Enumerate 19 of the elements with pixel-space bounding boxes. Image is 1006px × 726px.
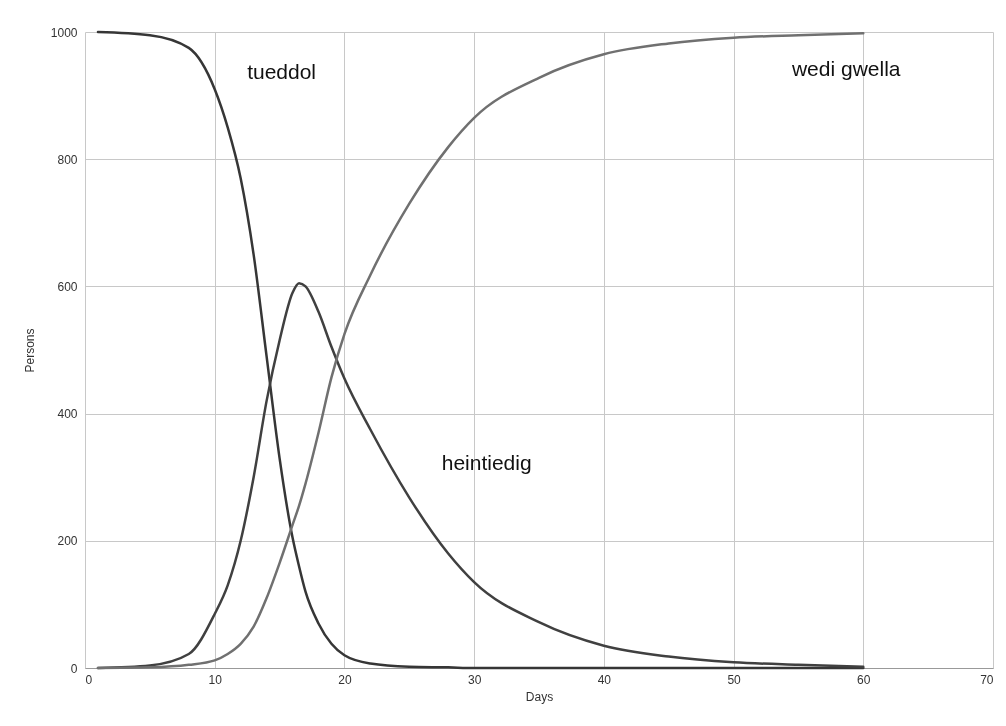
- series-label: wedi gwella: [790, 57, 901, 81]
- x-tick-label: 50: [727, 672, 742, 687]
- y-tick-label: 0: [70, 661, 78, 676]
- series-label: tueddol: [247, 60, 317, 84]
- x-tick-label: 10: [208, 672, 223, 687]
- y-tick-label: 600: [57, 279, 78, 294]
- x-tick-label: 60: [857, 672, 871, 687]
- x-axis-title: Days: [525, 689, 554, 704]
- x-tick-label: 40: [597, 672, 612, 687]
- x-tick-label: 70: [980, 672, 994, 687]
- x-tick-label: 30: [467, 672, 482, 687]
- y-tick-label: 1000: [50, 25, 78, 40]
- y-tick-label: 800: [57, 152, 78, 167]
- y-tick-label: 200: [57, 534, 78, 549]
- series-label: heintiedig: [441, 451, 532, 475]
- x-tick-label: 20: [338, 672, 352, 687]
- x-tick-label: 0: [85, 672, 93, 687]
- y-axis-title: Persons: [22, 328, 37, 373]
- y-tick-label: 400: [57, 407, 78, 422]
